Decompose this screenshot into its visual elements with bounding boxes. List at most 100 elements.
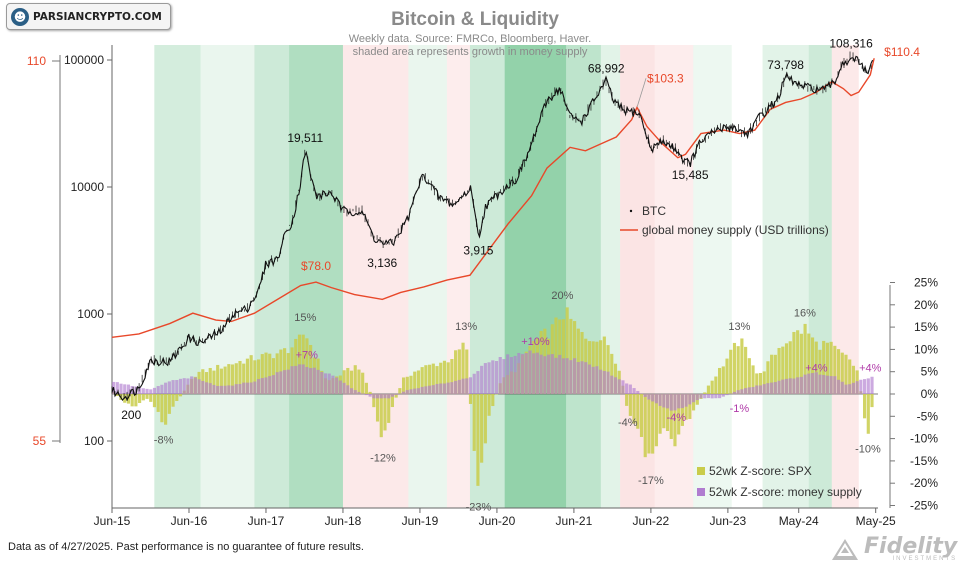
money-zscore-bar bbox=[803, 374, 807, 394]
money-zscore-bar bbox=[773, 382, 777, 394]
spx-zscore-bar bbox=[435, 366, 439, 394]
spx-zscore-label: 20% bbox=[551, 290, 573, 302]
btc-price-line bbox=[111, 55, 874, 402]
spx-zscore-bar bbox=[643, 394, 647, 458]
money-zscore-bar bbox=[420, 386, 424, 394]
money-zscore-bar bbox=[848, 384, 852, 394]
spx-zscore-label: 13% bbox=[455, 321, 477, 333]
money-zscore-bar bbox=[335, 377, 339, 394]
shade-band-green bbox=[693, 45, 732, 508]
money-zscore-bar bbox=[141, 388, 145, 394]
shade-band-green bbox=[808, 45, 832, 508]
money-zscore-bar bbox=[751, 386, 755, 394]
money-zscore-bar bbox=[190, 376, 194, 394]
money-zscore-bar bbox=[283, 370, 287, 394]
money-zscore-bar bbox=[446, 382, 450, 394]
money-zscore-bar bbox=[691, 394, 696, 403]
money-supply-line bbox=[111, 58, 875, 339]
spx-zscore-bar bbox=[372, 394, 376, 408]
spx-zscore-bar bbox=[651, 394, 655, 454]
spx-zscore-bar bbox=[227, 364, 231, 394]
money-zscore-bar bbox=[502, 359, 506, 394]
money-zscore-bar bbox=[249, 382, 253, 394]
spx-zscore-bar bbox=[569, 318, 573, 394]
money-zscore-bar bbox=[197, 379, 201, 394]
money-zscore-bar bbox=[520, 353, 525, 394]
money-zscore-bar bbox=[677, 394, 681, 409]
money-zscore-bar bbox=[825, 375, 829, 394]
spx-zscore-bar bbox=[766, 361, 770, 394]
spx-zscore-bar bbox=[706, 385, 711, 394]
money-zscore-bar bbox=[561, 358, 566, 394]
spx-zscore-bar bbox=[297, 334, 302, 394]
brand-badge[interactable]: ☻ PARSIANCRYPTO.COM bbox=[6, 3, 171, 30]
spx-zscore-bar bbox=[223, 366, 227, 394]
money-zscore-label: +10% bbox=[521, 336, 550, 348]
money-zscore-bar bbox=[361, 393, 365, 394]
zscore-axis-label: -25% bbox=[910, 499, 938, 513]
spx-zscore-bar bbox=[123, 394, 127, 403]
spx-zscore-bar bbox=[212, 370, 216, 394]
money-zscore-bar bbox=[182, 378, 186, 394]
money-zscore-bar bbox=[316, 369, 320, 394]
money-zscore-bar bbox=[435, 383, 439, 394]
btc-axis-label: 1000 bbox=[77, 307, 104, 321]
zscore-axis-label: -10% bbox=[910, 432, 938, 446]
legend-money-z-marker bbox=[697, 488, 705, 496]
money-zscore-bar bbox=[822, 374, 826, 394]
spx-zscore-bar bbox=[483, 394, 487, 444]
money-zscore-bar bbox=[138, 387, 142, 394]
money-zscore-bar bbox=[483, 363, 487, 394]
spx-zscore-bar bbox=[234, 363, 238, 394]
money-zscore-bar bbox=[810, 372, 815, 394]
money-zscore-bar bbox=[156, 386, 160, 394]
spx-zscore-bar bbox=[368, 391, 372, 394]
spx-zscore-bar bbox=[870, 394, 874, 408]
btc-peak-label: 73,798 bbox=[767, 58, 804, 72]
money-zscore-bar bbox=[279, 371, 283, 394]
spx-zscore-bar bbox=[788, 341, 792, 394]
spx-zscore-label: -4% bbox=[618, 417, 638, 429]
money-zscore-bar bbox=[688, 394, 692, 405]
spx-zscore-bar bbox=[401, 377, 406, 394]
money-zscore-bar bbox=[186, 378, 190, 394]
money-zscore-bar bbox=[167, 381, 171, 394]
spx-zscore-bar bbox=[260, 354, 264, 394]
x-axis-label: May-25 bbox=[856, 514, 896, 528]
money-zscore-bar bbox=[747, 387, 751, 394]
money-zscore-bar bbox=[405, 390, 409, 394]
money-axis-label: 110 bbox=[27, 54, 46, 68]
money-label-leader bbox=[636, 78, 647, 108]
money-zscore-bar bbox=[636, 390, 640, 394]
spx-zscore-bar bbox=[606, 345, 610, 394]
money-zscore-bar bbox=[695, 394, 699, 401]
money-zscore-bar bbox=[758, 385, 763, 394]
spx-zscore-bar bbox=[446, 362, 450, 394]
money-zscore-bar bbox=[543, 356, 547, 394]
money-zscore-bar bbox=[424, 386, 428, 394]
shade-band-green bbox=[762, 45, 809, 508]
money-zscore-bar bbox=[721, 394, 725, 397]
spx-zscore-bar bbox=[375, 394, 380, 422]
money-zscore-bar bbox=[450, 382, 454, 394]
money-zscore-bar bbox=[770, 382, 774, 394]
spx-zscore-bar bbox=[219, 368, 223, 394]
money-zscore-bar bbox=[550, 354, 554, 394]
money-zscore-bar bbox=[487, 362, 491, 394]
spx-zscore-bar bbox=[691, 394, 696, 411]
legend-money-z-label: 52wk Z-score: money supply bbox=[709, 485, 862, 499]
money-zscore-bar bbox=[115, 382, 119, 394]
money-zscore-bar bbox=[164, 382, 168, 394]
money-zscore-bar bbox=[744, 388, 748, 394]
money-zscore-bar bbox=[844, 384, 848, 394]
spx-zscore-bar bbox=[156, 394, 160, 412]
money-zscore-bar bbox=[665, 394, 670, 409]
spx-zscore-bar bbox=[268, 353, 272, 394]
spx-zscore-bar bbox=[394, 394, 398, 398]
fidelity-wordmark: Fidelity bbox=[864, 533, 958, 559]
spx-zscore-bar bbox=[171, 394, 175, 407]
money-zscore-bar bbox=[740, 389, 744, 394]
money-zscore-bar bbox=[807, 373, 811, 394]
money-zscore-bar bbox=[230, 385, 235, 394]
